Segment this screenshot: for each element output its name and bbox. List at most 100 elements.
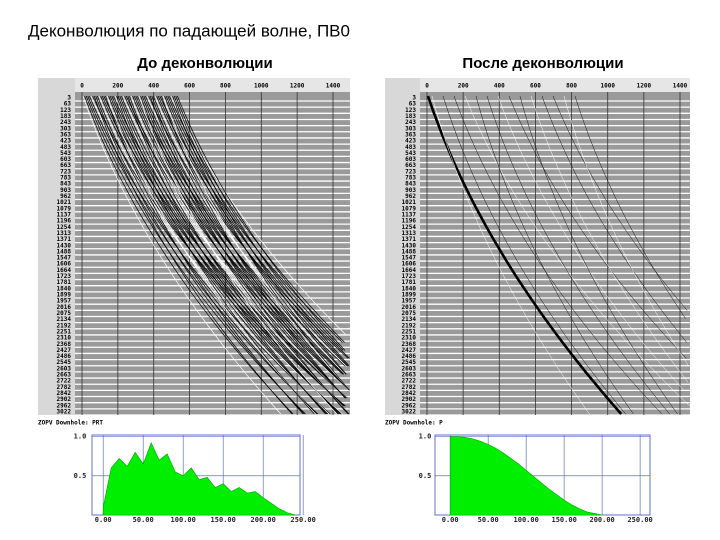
seismic-area — [420, 92, 690, 415]
depth-label: 2842 — [57, 390, 72, 397]
wave-arrival — [442, 95, 626, 415]
depth-label: 1254 — [57, 224, 72, 231]
label-column — [38, 78, 75, 415]
depth-label: 1606 — [402, 261, 417, 268]
depth-label: 2310 — [57, 335, 72, 342]
depth-label: 1547 — [402, 255, 417, 262]
depth-label: 1781 — [57, 279, 72, 286]
wave-arrival — [169, 95, 345, 343]
depth-label: 843 — [60, 181, 71, 188]
time-tick-label: 1000 — [254, 83, 269, 90]
wave-arrival — [137, 95, 346, 367]
time-tick-label: 1200 — [637, 83, 652, 90]
wave-arrival — [167, 95, 344, 351]
x-tick-label: 250.00 — [291, 516, 316, 524]
wave-arrival — [519, 95, 678, 415]
depth-label: 423 — [60, 138, 71, 145]
wave-arrival — [574, 95, 686, 319]
depth-label: 1488 — [402, 248, 417, 255]
depth-label: 2902 — [57, 396, 72, 403]
wave-arrival — [149, 95, 349, 415]
depth-label: 2782 — [402, 384, 417, 391]
wave-arrival — [530, 95, 689, 383]
depth-label: 183 — [405, 113, 416, 120]
time-tick-label: 0 — [80, 83, 84, 90]
wave-arrival — [165, 95, 349, 367]
time-tick-label: 400 — [494, 83, 505, 90]
x-tick-label: 0.00 — [95, 516, 112, 524]
panel-heading: После деконволюции — [462, 55, 623, 72]
panel-footer: ZOPV Downhole: PRT — [38, 420, 103, 427]
depth-label: 2192 — [57, 322, 72, 329]
wave-arrival — [161, 95, 346, 399]
time-tick-label: 800 — [566, 83, 577, 90]
wave-arrival — [552, 95, 688, 311]
depth-label: 2427 — [402, 347, 417, 354]
x-tick-label: 50.00 — [478, 516, 499, 524]
depth-label: 2368 — [57, 341, 72, 348]
depth-label: 303 — [60, 125, 71, 132]
depth-label: 1079 — [57, 205, 72, 212]
seismic-area — [75, 92, 350, 415]
depth-label: 2134 — [57, 316, 72, 323]
seismic-traces — [82, 95, 350, 415]
depth-label: 2368 — [402, 341, 417, 348]
time-tick-label: 1000 — [600, 83, 615, 90]
depth-label: 483 — [405, 144, 416, 151]
wave-arrival — [153, 95, 350, 391]
time-tick-label: 1400 — [673, 83, 688, 90]
depth-label: 962 — [60, 193, 71, 200]
wave-arrival — [157, 95, 350, 359]
wave-arrival — [151, 95, 346, 399]
depth-label: 2310 — [402, 335, 417, 342]
depth-label: 663 — [405, 162, 416, 169]
y-tick-label: 0.5 — [74, 472, 87, 480]
depth-label: 1840 — [402, 285, 417, 292]
depth-label: 63 — [64, 101, 72, 108]
wave-arrival — [175, 95, 350, 367]
depth-label: 1899 — [402, 292, 417, 299]
depth-label: 1957 — [402, 298, 417, 305]
depth-label: 1547 — [57, 255, 72, 262]
wave-arrival — [140, 95, 350, 415]
wave-arrival — [431, 95, 590, 415]
wave-arrival — [127, 95, 326, 415]
wave-arrival — [486, 95, 670, 415]
depth-label: 1606 — [57, 261, 72, 268]
depth-label: 2545 — [402, 359, 417, 366]
depth-label: 843 — [405, 181, 416, 188]
x-tick-label: 200.00 — [589, 516, 614, 524]
x-tick-label: 100.00 — [514, 516, 539, 524]
depth-label: 1664 — [57, 267, 72, 274]
depth-label: 1899 — [57, 292, 72, 299]
depth-label: 243 — [60, 119, 71, 126]
depth-label: 903 — [405, 187, 416, 194]
depth-label: 543 — [405, 150, 416, 157]
wave-arrival — [164, 95, 346, 375]
depth-label: 2603 — [402, 365, 417, 372]
depth-label: 2722 — [402, 378, 417, 385]
depth-label: 1781 — [402, 279, 417, 286]
seismic-traces — [426, 95, 690, 415]
depth-label: 903 — [60, 187, 71, 194]
depth-label: 2842 — [402, 390, 417, 397]
depth-label: 1723 — [57, 273, 72, 280]
depth-label: 1021 — [57, 199, 72, 206]
wave-arrival — [173, 95, 347, 375]
wave-arrival — [95, 95, 305, 415]
depth-label: 2545 — [57, 359, 72, 366]
depth-label: 783 — [405, 175, 416, 182]
depth-label: 2075 — [402, 310, 417, 317]
depth-label: 2782 — [57, 384, 72, 391]
wave-arrival — [156, 95, 348, 367]
depth-label: 1723 — [402, 273, 417, 280]
wave-arrival — [84, 95, 294, 415]
wave-arrival — [497, 95, 684, 391]
depth-label: 3022 — [402, 409, 417, 416]
depth-label: 1137 — [57, 211, 72, 218]
wave-arrival — [143, 95, 350, 391]
depth-label: 2192 — [402, 322, 417, 329]
depth-label: 483 — [60, 144, 71, 151]
x-tick-label: 200.00 — [251, 516, 276, 524]
